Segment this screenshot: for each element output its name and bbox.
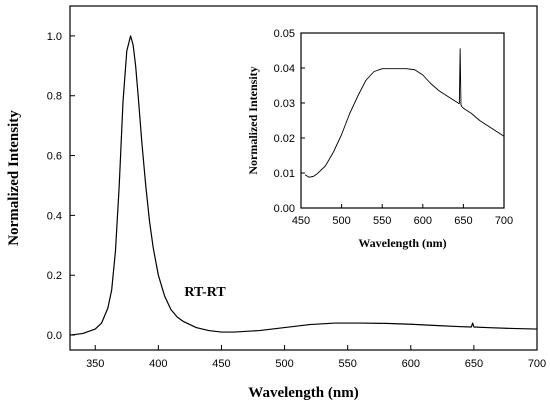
main-x-tick-label: 600 (402, 358, 420, 370)
main-x-tick-label: 650 (465, 358, 483, 370)
inset-x-tick-label: 450 (292, 215, 310, 227)
main-x-tick-label: 550 (338, 358, 356, 370)
inset-x-tick-label: 600 (414, 215, 432, 227)
inset-x-tick-label: 550 (373, 215, 391, 227)
main-spectrum-line (69, 35, 538, 336)
main-y-tick-label: 0.2 (47, 270, 62, 282)
inset-y-tick-label: 0.05 (274, 28, 295, 40)
inset-background (301, 33, 504, 208)
main-x-tick-label: 450 (212, 358, 230, 370)
main-y-tick-label: 1.0 (47, 31, 62, 43)
inset-x-tick-label: 500 (332, 215, 350, 227)
main-y-tick-label: 0.6 (47, 151, 62, 163)
main-y-axis-title: Normalized Intensity (6, 110, 22, 246)
inset-axis-frame (300, 32, 505, 209)
inset-spectrum-line (304, 48, 505, 178)
inset-y-tick-label: 0.01 (274, 168, 295, 180)
annotation-label: RT-RT (184, 285, 226, 300)
main-y-tick-label: 0.8 (47, 91, 62, 103)
inset-y-tick-label: 0.02 (274, 133, 295, 145)
main-x-tick-label: 400 (149, 358, 167, 370)
inset-y-tick-label: 0.00 (274, 203, 295, 215)
inset-x-tick-label: 700 (495, 215, 513, 227)
inset-y-tick-label: 0.03 (274, 98, 295, 110)
main-y-tick-label: 0.0 (47, 330, 62, 342)
inset-plot: 450 500 550 600 650 700 0.00 0.01 0.02 0.03 0.04 0.… (246, 28, 513, 250)
inset-y-tick-label: 0.04 (274, 63, 295, 75)
main-x-tick-label: 500 (275, 358, 293, 370)
inset-y-axis-title: Normalized Intensity (246, 66, 260, 174)
main-x-tick-label: 700 (528, 358, 546, 370)
main-y-tick-label: 0.4 (47, 210, 62, 222)
main-axis-frame (69, 5, 538, 351)
main-x-axis-title: Wavelength (nm) (248, 385, 358, 401)
main-x-tick-label: 350 (86, 358, 104, 370)
main-plot: 350 400 450 500 550 600 650 700 0.0 0.2 0.4 0.6 0.8 1… (6, 5, 546, 401)
inset-x-tick-label: 650 (454, 215, 472, 227)
inset-x-axis-title: Wavelength (nm) (358, 236, 446, 250)
